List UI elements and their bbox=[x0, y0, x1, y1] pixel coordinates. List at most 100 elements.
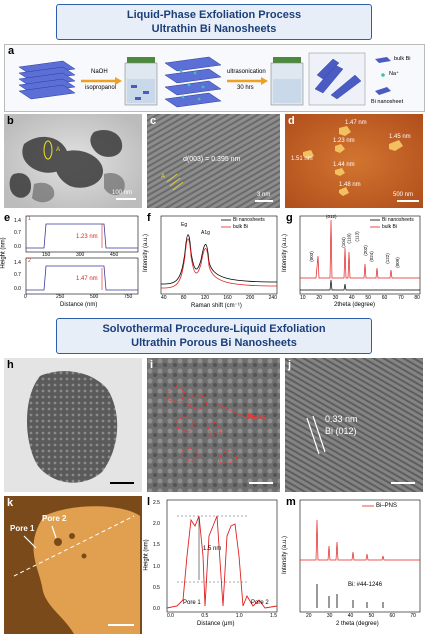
panel-k-pore2: Pore 2 bbox=[42, 514, 67, 523]
g-peak-104: (104) bbox=[340, 237, 346, 248]
g-xtick: 20 bbox=[316, 295, 322, 301]
panel-c-letter: c bbox=[150, 115, 157, 127]
f-xlabel: Raman shift (cm⁻¹) bbox=[191, 303, 242, 309]
panel-l: l 1.5 nm Pore 1 Pore 2 0.0 0.5 1.0 1.5 2… bbox=[144, 496, 282, 636]
l-note: 1.5 nm bbox=[203, 546, 222, 552]
l-ytick: 1.0 bbox=[153, 563, 160, 570]
m-legend: Bi–PNS bbox=[376, 503, 398, 509]
e-ytick-top-1: 1.4 bbox=[14, 218, 21, 224]
legend-na-label: Na⁺ bbox=[389, 71, 399, 77]
step2-top-label: ultrasonication bbox=[227, 69, 266, 75]
e-ytick-bot-2: 0.7 bbox=[14, 272, 21, 278]
panel-c-image: c d(003) = 0.395 nm A 3 nm bbox=[147, 114, 280, 208]
e-top-xtick-1: 150 bbox=[42, 252, 51, 258]
l-xtick: 1.5 bbox=[270, 613, 277, 619]
l-pore2: Pore 2 bbox=[251, 600, 269, 606]
g-peak-012: (012) bbox=[326, 214, 337, 219]
panel-d-image: d 1.47 nm 1.23 nm 1.51 nm 1.44 nm 1.45 n… bbox=[285, 114, 423, 208]
g-xtick: 70 bbox=[398, 295, 404, 301]
g-xtick: 10 bbox=[300, 295, 306, 301]
panel-k-pore1: Pore 1 bbox=[10, 524, 35, 533]
l-ytick: 1.5 bbox=[153, 542, 160, 549]
l-pore1: Pore 1 bbox=[183, 600, 201, 606]
e-ylabel: Height (nm) bbox=[0, 237, 7, 269]
step1-bottom-label: isopropanol bbox=[85, 85, 117, 91]
g-peak-009: (009) bbox=[394, 257, 400, 268]
panel-h-image: h bbox=[4, 358, 142, 492]
l-ytick: 0.0 bbox=[153, 605, 160, 612]
g-xtick: 30 bbox=[332, 295, 339, 301]
g-xtick: 40 bbox=[349, 295, 355, 301]
top-banner: Liquid-Phase Exfoliation Process Ultrath… bbox=[56, 4, 372, 40]
panel-c-dspacing: d(003) = 0.395 nm bbox=[183, 156, 241, 163]
m-xticks: 20 30 40 50 60 70 bbox=[306, 613, 416, 619]
legend-nanosheet-label: Bi nanosheet bbox=[371, 99, 404, 105]
l-xtick: 0.5 bbox=[201, 613, 209, 619]
step2-bottom-label: 30 hrs bbox=[237, 85, 254, 91]
l-xtick: 0.0 bbox=[167, 613, 174, 619]
mid-banner: Solvothermal Procedure-Liquid Exfoliatio… bbox=[56, 318, 372, 354]
panel-d-h2: 1.23 nm bbox=[333, 138, 355, 144]
panel-i-scalebar bbox=[249, 482, 273, 484]
f-peak1: Eg bbox=[181, 222, 188, 228]
panel-j-letter: j bbox=[288, 359, 292, 371]
f-xtick: 40 bbox=[161, 295, 167, 301]
m-xlabel: 2 theta (degree) bbox=[336, 621, 379, 627]
f-legend-2: bulk Bi bbox=[233, 224, 249, 230]
panel-b-letter: b bbox=[7, 115, 14, 127]
panel-f-letter: f bbox=[147, 212, 151, 224]
e-bot-idx: 2 bbox=[28, 258, 31, 264]
height-profile-line bbox=[26, 223, 138, 249]
panel-j-image: j 0.33 nm Bi (012) bbox=[285, 358, 423, 492]
g-peak-202: (202) bbox=[362, 245, 368, 256]
panel-b-marker: A bbox=[56, 147, 61, 153]
e-ytick-top-2: 0.7 bbox=[14, 230, 21, 236]
panel-j-scalebar bbox=[391, 482, 415, 484]
f-ylabel: Intensity (a.u.) bbox=[143, 233, 150, 273]
panel-c-scalebar bbox=[255, 200, 273, 202]
panel-d-scale-label: 500 nm bbox=[393, 192, 414, 198]
f-xtick: 200 bbox=[246, 295, 255, 301]
panel-c-scale-label: 3 nm bbox=[257, 192, 271, 198]
panel-g-letter: g bbox=[286, 212, 293, 224]
panel-a: a bbox=[4, 44, 425, 112]
panel-d-scalebar bbox=[397, 200, 419, 202]
f-xtick: 160 bbox=[223, 295, 232, 301]
e-top-xtick-2: 300 bbox=[76, 252, 85, 258]
l-ytick: 2.5 bbox=[153, 500, 160, 506]
l-xtick: 1.0 bbox=[235, 613, 243, 619]
g-legend-1: Bi nanosheets bbox=[382, 217, 414, 223]
panel-b-scalebar bbox=[116, 198, 136, 200]
l-ytick: 2.0 bbox=[153, 521, 160, 528]
e-top-note: 1.23 nm bbox=[76, 234, 98, 240]
panel-k-image: k Pore 1 Pore 2 bbox=[4, 496, 142, 634]
panel-i-image: i Pores bbox=[147, 358, 280, 492]
panel-e-letter: e bbox=[4, 212, 11, 224]
m-xtick: 40 bbox=[347, 613, 354, 619]
g-ylabel: Intensity (a.u.) bbox=[282, 233, 289, 273]
l-yticks: 0.0 0.5 1.0 1.5 2.0 2.5 bbox=[153, 500, 160, 612]
f-xtick: 120 bbox=[200, 295, 210, 301]
e-top-idx: 1 bbox=[28, 216, 31, 222]
m-ylabel: Intensity (a.u.) bbox=[282, 535, 289, 575]
l-ytick: 0.5 bbox=[153, 584, 160, 591]
panel-j-dspacing: 0.33 nm bbox=[325, 414, 358, 424]
g-xtick: 60 bbox=[381, 295, 388, 301]
l-xlabel: Distance (μm) bbox=[197, 621, 235, 627]
mid-banner-line2: Ultrathin Porous Bi Nanosheets bbox=[131, 337, 297, 349]
panel-h-letter: h bbox=[7, 359, 14, 371]
panel-d-h4: 1.44 nm bbox=[333, 162, 355, 168]
g-peak-113: (113) bbox=[354, 231, 360, 242]
g-legend-2: bulk Bi bbox=[382, 224, 398, 230]
f-xticks: 40 80 120 160 200 240 bbox=[161, 295, 277, 301]
l-xticks: 0.0 0.5 1.0 1.5 bbox=[167, 613, 277, 619]
f-peak2: A1g bbox=[201, 230, 210, 236]
g-xlabel: 2theta (degree) bbox=[334, 302, 376, 308]
top-banner-line2: Ultrathin Bi Nanosheets bbox=[151, 23, 277, 35]
panel-f: f Eg A1g Bi nanosheets bulk Bi Intensity… bbox=[143, 212, 282, 312]
panel-e: e 1 2 1.23 nm 1.47 nm 1.4 0.7 0.0 1.4 0.… bbox=[0, 212, 144, 312]
panel-g: g (003) (012) (104) (110) (113) (202) (0… bbox=[282, 212, 424, 312]
panel-m: m Bi–PNS Bi: #44-1246 Intensity (a.u.) 2… bbox=[282, 496, 424, 636]
panel-a-schematic bbox=[18, 52, 391, 108]
f-xtick: 240 bbox=[268, 295, 277, 301]
